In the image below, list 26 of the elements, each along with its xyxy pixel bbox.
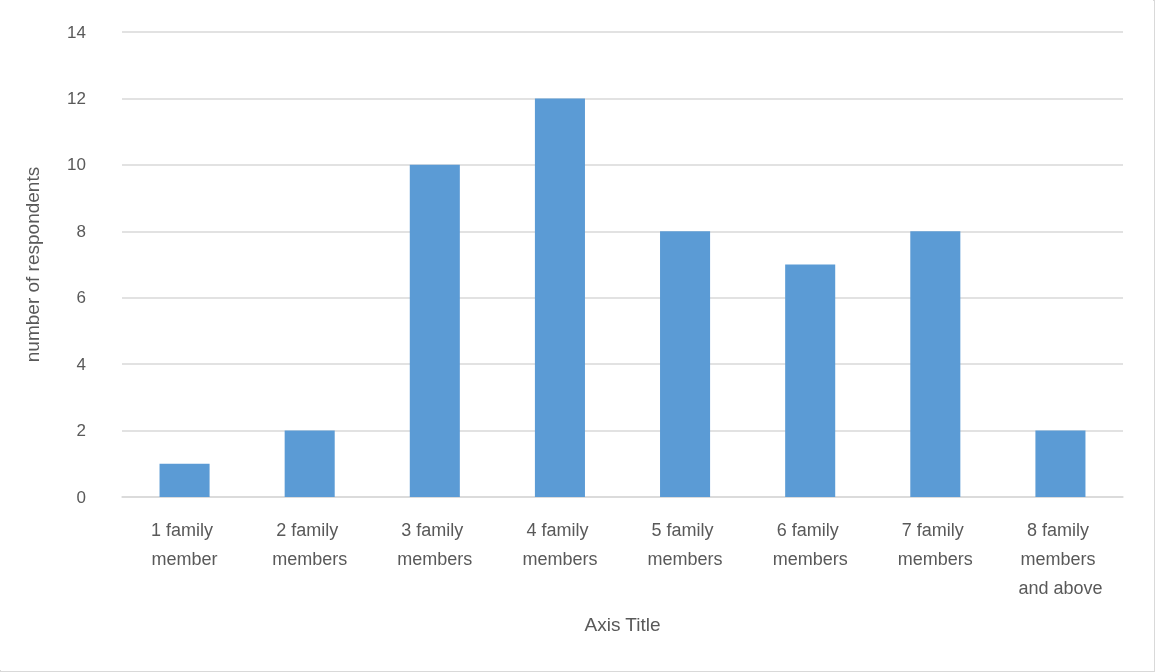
y-tick-label: 0 <box>76 487 86 507</box>
bar <box>284 430 335 497</box>
bar <box>159 463 210 497</box>
y-tick-label: 8 <box>76 221 86 241</box>
y-tick-label: 14 <box>67 22 86 42</box>
bar <box>910 231 961 497</box>
bar <box>660 231 711 497</box>
x-tick-label: 8 family members and above <box>1018 519 1103 598</box>
x-tick-label: 3 family members <box>397 519 473 569</box>
bar <box>1035 430 1086 497</box>
y-tick-label: 6 <box>76 288 86 308</box>
y-tick-label: 2 <box>76 421 86 441</box>
bar <box>534 98 585 497</box>
y-tick-label: 12 <box>67 88 86 108</box>
x-tick-label: 5 family members <box>647 519 723 569</box>
x-axis-title: Axis Title <box>584 614 661 635</box>
x-tick-label: 7 family members <box>897 519 973 569</box>
x-tick-label: 4 family members <box>522 519 598 569</box>
bar <box>785 264 836 497</box>
bar <box>409 164 460 497</box>
y-tick-label: 10 <box>67 155 86 175</box>
x-tick-label: 1 family member <box>151 519 219 569</box>
x-tick-label: 2 family members <box>272 519 348 569</box>
y-axis-title: number of respondents <box>22 166 43 363</box>
x-tick-label: 6 family members <box>772 519 848 569</box>
y-tick-label: 4 <box>76 354 86 374</box>
